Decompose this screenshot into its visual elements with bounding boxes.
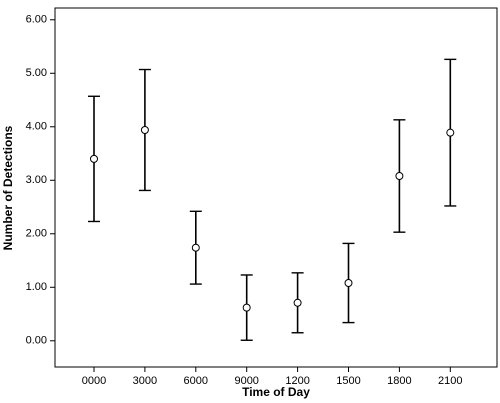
x-tick-label: 0000 bbox=[82, 375, 106, 387]
mean-marker bbox=[90, 154, 98, 163]
mean-marker bbox=[242, 303, 251, 312]
y-tick-label: 0.00 bbox=[26, 335, 47, 347]
x-axis-title: Time of Day bbox=[242, 385, 310, 399]
mean-marker bbox=[344, 279, 353, 288]
x-tick-label: 1500 bbox=[336, 375, 360, 387]
x-tick-label: 9000 bbox=[234, 375, 258, 387]
mean-marker bbox=[446, 128, 455, 137]
x-tick-label: 2100 bbox=[438, 375, 462, 387]
mean-marker bbox=[293, 298, 302, 307]
y-axis-title: Number of Detections bbox=[1, 125, 15, 250]
x-tick-label: 6000 bbox=[184, 375, 208, 387]
mean-marker bbox=[395, 171, 404, 180]
y-tick-label: 1.00 bbox=[26, 281, 47, 293]
x-tick-label: 1800 bbox=[387, 375, 411, 387]
mean-marker bbox=[140, 125, 149, 134]
x-tick-label: 1200 bbox=[285, 375, 309, 387]
mean-marker bbox=[191, 243, 200, 252]
x-tick-label: 3000 bbox=[133, 375, 157, 387]
y-tick-label: 6.00 bbox=[26, 14, 47, 26]
y-tick-label: 4.00 bbox=[26, 121, 47, 133]
y-tick-label: 2.00 bbox=[26, 228, 47, 240]
y-tick-label: 3.00 bbox=[26, 174, 47, 186]
plot-frame bbox=[54, 7, 498, 368]
y-tick-label: 5.00 bbox=[26, 67, 47, 79]
